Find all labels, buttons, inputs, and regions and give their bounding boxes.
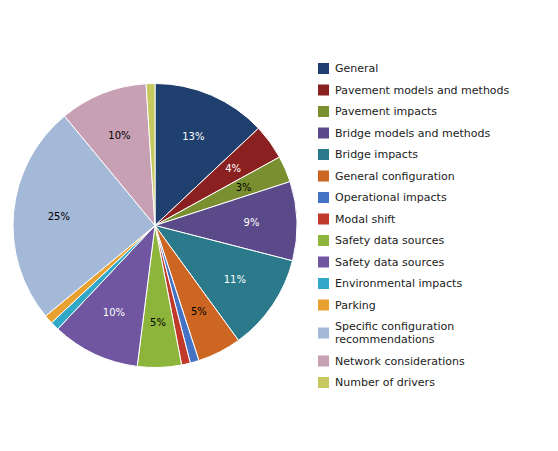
legend-swatch: [318, 328, 329, 339]
legend-swatch: [318, 63, 329, 74]
legend-swatch: [318, 377, 329, 388]
data-label: 10%: [103, 307, 125, 318]
legend-label-line: Network considerations: [335, 355, 465, 368]
legend-swatch: [318, 235, 329, 246]
legend-label: Pavement models and methods: [335, 84, 510, 97]
legend-label-line: Operational impacts: [335, 191, 447, 204]
pie: [13, 84, 297, 368]
legend-label: Parking: [335, 299, 376, 312]
legend-label-line: Safety data sources: [335, 234, 444, 247]
legend-label: Environmental impacts: [335, 277, 462, 290]
legend-label-line: Number of drivers: [335, 376, 435, 389]
legend-label-line: Pavement models and methods: [335, 84, 510, 97]
legend-label-line: Modal shift: [335, 213, 396, 226]
pie-slice: [64, 84, 155, 226]
pie-slice: [146, 84, 155, 226]
legend-label-line: Specific configuration: [335, 320, 454, 333]
page: {"chart_data": {"type": "pie", "categori…: [0, 0, 558, 451]
data-label: 3%: [236, 182, 252, 193]
legend-swatch: [318, 106, 329, 117]
legend-swatch: [318, 356, 329, 367]
legend-swatch: [318, 171, 329, 182]
legend-label: Safety data sources: [335, 234, 444, 247]
legend-label: Number of drivers: [335, 376, 435, 389]
legend-label: General configuration: [335, 170, 455, 183]
data-label: 25%: [48, 211, 70, 222]
legend-label-line: Bridge models and methods: [335, 127, 491, 140]
legend-label: Specific configurationrecommendations: [335, 320, 454, 346]
data-label: 10%: [108, 130, 130, 141]
data-label: 4%: [225, 163, 241, 174]
legend-swatch: [318, 85, 329, 96]
data-label: 5%: [150, 317, 166, 328]
legend-swatch: [318, 257, 329, 268]
legend-swatch: [318, 278, 329, 289]
legend-swatch: [318, 214, 329, 225]
legend-label: Bridge impacts: [335, 148, 418, 161]
legend-label: Safety data sources: [335, 256, 444, 269]
chart-svg: 13% 4% 3% 9% 11% 5% 5% 10% 25% 10% General Pavement…: [0, 0, 558, 451]
data-label: 13%: [182, 131, 204, 142]
legend-label: Pavement impacts: [335, 105, 437, 118]
legend-label-line: Safety data sources: [335, 256, 444, 269]
data-label: 11%: [224, 274, 246, 285]
legend-swatch: [318, 300, 329, 311]
legend-label: Bridge models and methods: [335, 127, 491, 140]
legend-swatch: [318, 128, 329, 139]
legend-label-line: Pavement impacts: [335, 105, 437, 118]
legend-label-line: General configuration: [335, 170, 455, 183]
legend-swatch: [318, 149, 329, 160]
legend: General Pavement models and methods Paveme…: [318, 62, 510, 389]
data-label: 5%: [191, 306, 207, 317]
data-labels: 13% 4% 3% 9% 11% 5% 5% 10% 25% 10%: [48, 130, 260, 327]
legend-label: Operational impacts: [335, 191, 447, 204]
legend-label-line: Bridge impacts: [335, 148, 418, 161]
legend-label-line: General: [335, 62, 378, 75]
legend-label-line: Parking: [335, 299, 376, 312]
legend-swatch: [318, 192, 329, 203]
legend-label-line: recommendations: [335, 333, 435, 346]
data-label: 9%: [244, 217, 260, 228]
chart-container: 13% 4% 3% 9% 11% 5% 5% 10% 25% 10% General Pavement…: [0, 0, 558, 451]
legend-label: Network considerations: [335, 355, 465, 368]
legend-label-line: Environmental impacts: [335, 277, 462, 290]
legend-label: General: [335, 62, 378, 75]
legend-label: Modal shift: [335, 213, 396, 226]
